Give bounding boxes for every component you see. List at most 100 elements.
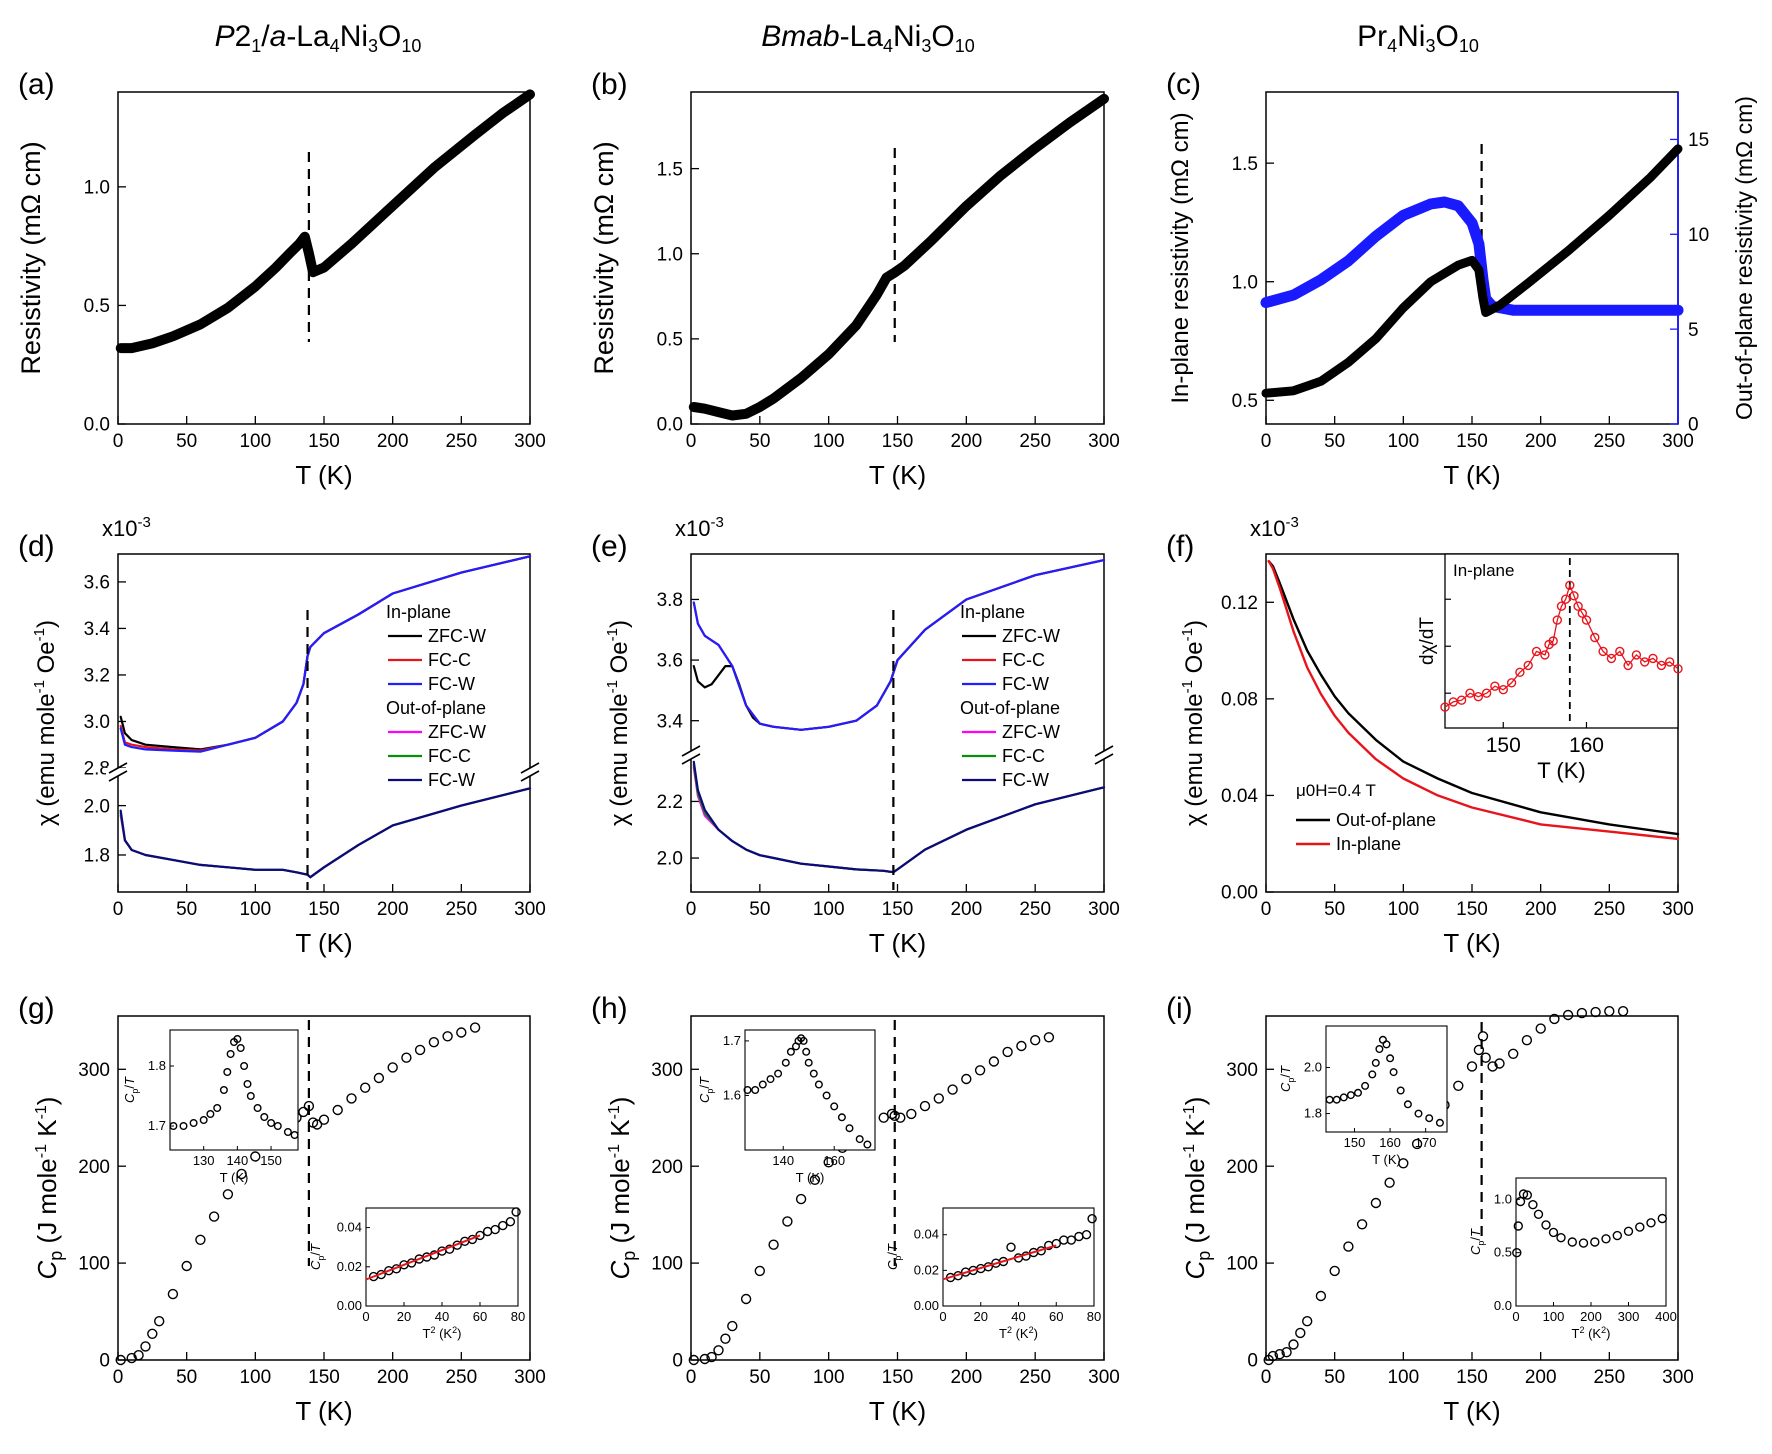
data-point xyxy=(1370,1197,1382,1209)
legend-entry: ZFC-W xyxy=(428,626,486,646)
inset-top: 130 140 150 1.7 1.8 T (K) Cp/T xyxy=(122,1029,299,1185)
data-point xyxy=(153,1315,165,1327)
data-point xyxy=(802,1047,811,1056)
data-point xyxy=(1473,1044,1485,1056)
data-point xyxy=(1548,1227,1559,1238)
data-point xyxy=(855,1135,864,1144)
data-point xyxy=(428,1036,440,1048)
y-tick-label: 0.00 xyxy=(337,1298,362,1313)
data-point xyxy=(115,1354,126,1366)
data-point xyxy=(219,1085,228,1094)
data-point xyxy=(373,1072,385,1084)
y-tick-label: 0.04 xyxy=(1221,786,1258,807)
x-tick-label: 400 xyxy=(1655,1309,1677,1324)
y-tick-label: 3.6 xyxy=(657,651,683,672)
panel-label: (a) xyxy=(18,68,55,101)
data-point xyxy=(1411,1138,1423,1150)
y-tick-label: 0.00 xyxy=(1221,883,1258,904)
data-point xyxy=(1368,1070,1377,1079)
y-axis-title: Resistivity (mΩ cm) xyxy=(16,141,46,374)
data-point xyxy=(346,1093,357,1104)
legend-entry: FC-W xyxy=(1002,674,1049,694)
data-point xyxy=(1453,1080,1464,1092)
data-point xyxy=(1081,1229,1092,1240)
data-point xyxy=(169,1121,178,1130)
data-point xyxy=(727,1320,738,1332)
series-in-plane xyxy=(1261,144,1683,398)
panel-e: (e) x10-3 0 50 100 150 200 250 300 T (K) χ (emu mo… xyxy=(591,514,1120,958)
x-tick-label: 0 xyxy=(686,431,697,452)
panel-label: (e) xyxy=(591,530,628,563)
y-tick-label: 300 xyxy=(651,1060,683,1081)
x-axis-title: T (K) xyxy=(295,928,352,958)
x-tick-label: 150 xyxy=(308,431,340,452)
x-tick-label: 300 xyxy=(514,1367,546,1388)
x-tick-label: 250 xyxy=(1019,899,1051,920)
x-axis-title: T (K) xyxy=(1443,460,1500,490)
data-point xyxy=(822,1091,831,1100)
data-point xyxy=(498,1220,508,1231)
panel-label: (c) xyxy=(1166,68,1201,101)
x-tick-label: 40 xyxy=(1011,1309,1025,1324)
axis-break-mask xyxy=(106,768,130,776)
x-tick-label: 250 xyxy=(1019,431,1051,452)
data-point xyxy=(1656,660,1667,671)
data-point xyxy=(475,1230,485,1241)
data-point xyxy=(414,1044,426,1056)
series-line xyxy=(692,559,1106,731)
y-tick-label: 1.0 xyxy=(657,244,683,265)
data-point xyxy=(226,1049,235,1058)
y-tick-label: 3.2 xyxy=(84,666,110,687)
x-tick-label: 0 xyxy=(1261,899,1272,920)
inset-y-title: Cp/T xyxy=(885,1243,903,1270)
x-tick-label: 50 xyxy=(1324,1367,1345,1388)
x-tick-label: 250 xyxy=(445,899,477,920)
data-point xyxy=(236,1168,247,1180)
data-point xyxy=(222,1189,234,1200)
data-point xyxy=(1590,632,1600,643)
panel-label: (d) xyxy=(18,530,55,563)
data-point xyxy=(1569,591,1579,601)
inset-y-title: Cp/T xyxy=(1278,1065,1296,1092)
x-tick-label: 300 xyxy=(1618,1309,1640,1324)
data-point xyxy=(1353,1088,1362,1097)
data-point xyxy=(906,1108,917,1120)
x-axis-title: T (K) xyxy=(869,928,926,958)
legend-entry: FC-C xyxy=(1002,746,1045,766)
x-tick-label: 60 xyxy=(1049,1309,1063,1324)
y-tick-label: 3.4 xyxy=(84,619,111,640)
x-tick-label: 0 xyxy=(1261,431,1272,452)
data-point xyxy=(1339,1093,1348,1102)
x-axis-title: T (K) xyxy=(1443,1396,1500,1426)
data-point xyxy=(1029,1034,1041,1046)
data-point xyxy=(961,1073,972,1085)
y-tick-label: 1.0 xyxy=(1232,272,1258,293)
y-axis-title: χ (emu mole-1 Oe-1) xyxy=(31,620,60,826)
data-point xyxy=(456,1027,467,1038)
inset-frame xyxy=(1444,553,1679,729)
data-point xyxy=(766,1075,775,1084)
data-point xyxy=(799,1036,808,1045)
inset-y-title: Cp/T xyxy=(122,1076,140,1103)
data-point xyxy=(1535,1023,1546,1034)
x-tick-label: 200 xyxy=(1525,899,1557,920)
inset-frame xyxy=(169,1029,299,1151)
y-axis-title: In-plane resistivity (mΩ cm) xyxy=(1167,112,1194,403)
data-point xyxy=(886,1108,898,1120)
data-point xyxy=(1281,1346,1292,1358)
data-point xyxy=(1087,1213,1097,1224)
y-tick-label: 100 xyxy=(1226,1254,1258,1275)
data-point xyxy=(1581,615,1592,625)
data-point xyxy=(1016,1040,1027,1052)
x-axis-title: T (K) xyxy=(869,460,926,490)
x-tick-label: 0 xyxy=(113,431,124,452)
inset-top: 150 160 170 1.8 2.0 T (K) Cp/T xyxy=(1278,1025,1448,1167)
y-tick-label: 1.5 xyxy=(1232,154,1258,175)
x-tick-label: 60 xyxy=(473,1309,487,1324)
data-point xyxy=(246,1091,255,1100)
data-point xyxy=(1295,1327,1306,1339)
x-tick-label: 160 xyxy=(823,1153,845,1168)
data-point xyxy=(1648,653,1658,664)
legend-entry: Out-of-plane xyxy=(1336,810,1436,830)
data-point xyxy=(236,1043,245,1052)
